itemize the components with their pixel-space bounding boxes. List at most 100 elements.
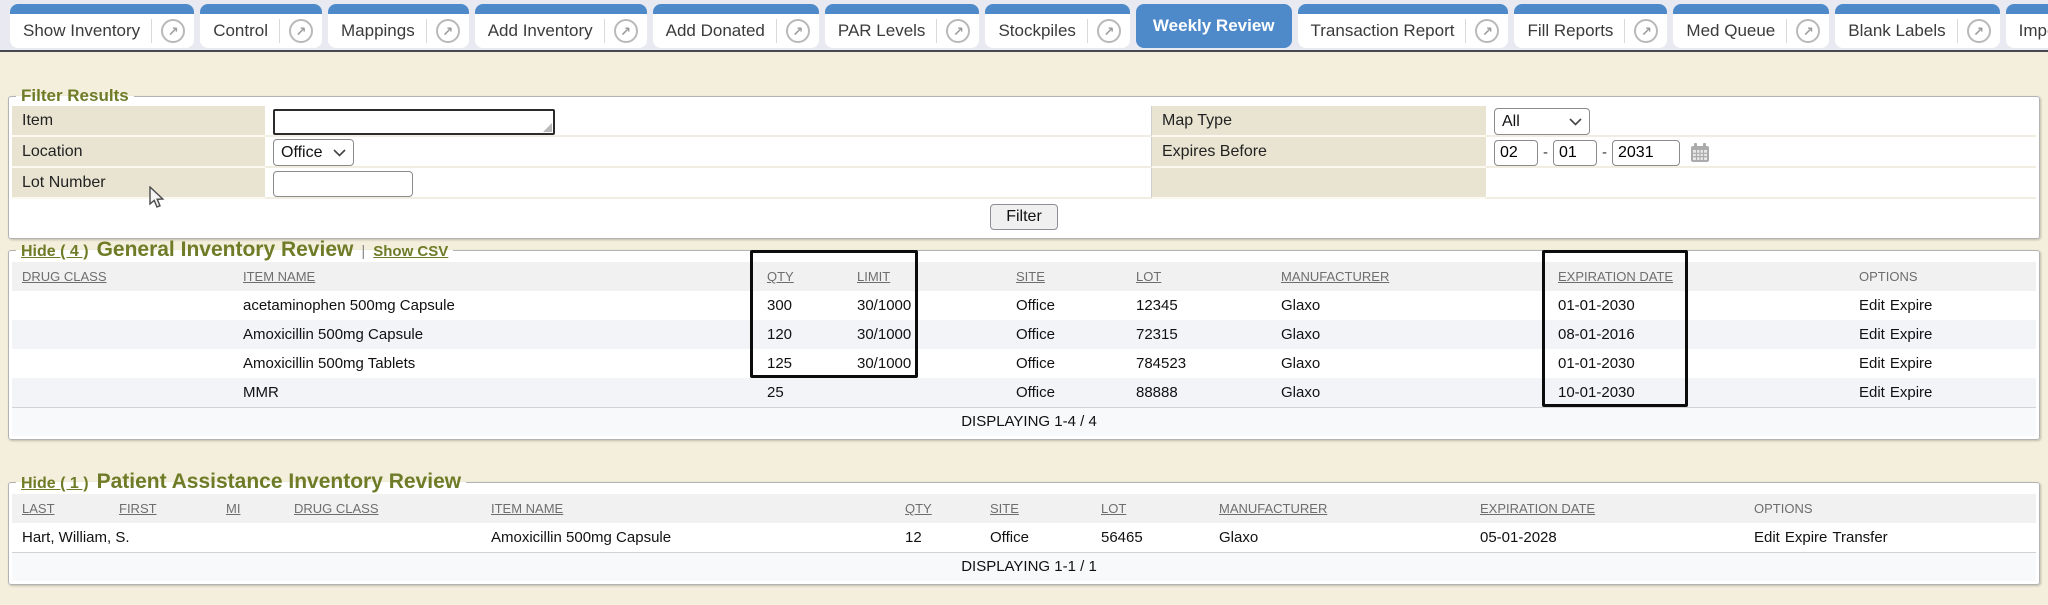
tab-stockpiles[interactable]: Stockpiles ↗ [985, 4, 1130, 48]
tab-label: Stockpiles [998, 21, 1076, 40]
tab-accent-bar [10, 4, 195, 14]
tab-show-inventory[interactable]: Show Inventory ↗ [10, 4, 195, 48]
calendar-icon[interactable] [1689, 142, 1711, 164]
sort-qty[interactable]: QTY [767, 269, 794, 284]
expire-link[interactable]: Expire [1889, 355, 1933, 372]
external-link-icon[interactable]: ↗ [435, 19, 460, 43]
tab-accent-bar [474, 4, 647, 14]
table-row: MMR 25 Office 88888 Glaxo 10-01-2030 Edi… [12, 378, 2036, 407]
empty-filter-label [1151, 168, 1486, 199]
edit-link[interactable]: Edit [1859, 326, 1885, 343]
sort-expiration-date[interactable]: EXPIRATION DATE [1480, 501, 1596, 516]
edit-link[interactable]: Edit [1859, 383, 1885, 401]
sort-qty[interactable]: QTY [905, 501, 932, 516]
tab-accent-bar [200, 4, 322, 14]
tab-accent-bar [1297, 4, 1509, 14]
expire-link[interactable]: Expire [1889, 383, 1933, 401]
tab-add-inventory[interactable]: Add Inventory ↗ [474, 4, 647, 48]
tab-divider [279, 19, 280, 43]
tab-import[interactable]: Import↗ [2005, 4, 2048, 48]
sort-last[interactable]: LAST [22, 501, 55, 516]
tab-weekly-review[interactable]: Weekly Review [1135, 4, 1292, 48]
tab-label: Fill Reports [1527, 21, 1614, 40]
expires-month-input[interactable] [1494, 139, 1538, 166]
tab-par-levels[interactable]: PAR Levels ↗ [824, 4, 980, 48]
sort-manufacturer[interactable]: MANUFACTURER [1281, 269, 1390, 284]
general-paging-status: DISPLAYING 1-4 / 4 [12, 406, 2036, 436]
tab-divider [936, 19, 938, 43]
tab-label: Add Inventory [487, 21, 593, 40]
date-separator: - [1543, 144, 1548, 161]
edit-link[interactable]: Edit [1754, 528, 1780, 546]
sort-site[interactable]: SITE [1016, 269, 1045, 284]
sort-mi[interactable]: MI [226, 501, 241, 516]
patient-hide-link[interactable]: Hide ( 1 ) [21, 475, 89, 492]
location-select[interactable]: Office [273, 139, 354, 166]
tab-divider [603, 19, 605, 43]
sort-lot[interactable]: LOT [1101, 501, 1127, 516]
sort-drug-class[interactable]: DRUG CLASS [22, 269, 107, 284]
item-label: Item [12, 106, 265, 137]
tab-fill-reports[interactable]: Fill Reports ↗ [1514, 4, 1668, 48]
expires-day-input[interactable] [1553, 139, 1597, 166]
sort-site[interactable]: SITE [990, 501, 1019, 516]
external-link-icon[interactable]: ↗ [613, 19, 638, 43]
patient-name: Hart, William, S. [12, 523, 481, 552]
tab-divider [775, 19, 777, 43]
sort-first[interactable]: FIRST [119, 501, 157, 516]
options-header: OPTIONS [1754, 501, 1813, 516]
expire-link[interactable]: Expire [1889, 297, 1933, 314]
sort-drug-class[interactable]: DRUG CLASS [294, 501, 379, 516]
external-link-icon[interactable]: ↗ [1634, 19, 1659, 43]
tab-accent-bar [985, 4, 1130, 14]
expires-year-input[interactable] [1612, 139, 1680, 166]
external-link-icon[interactable]: ↗ [785, 19, 810, 43]
edit-link[interactable]: Edit [1859, 355, 1885, 372]
external-link-icon[interactable]: ↗ [1096, 19, 1121, 43]
table-row: Amoxicillin 500mg Tablets 125 30/1000 Of… [12, 349, 2036, 378]
external-link-icon[interactable]: ↗ [1966, 19, 1991, 43]
edit-link[interactable]: Edit [1859, 297, 1885, 314]
item-input[interactable] [273, 108, 555, 135]
tab-control[interactable]: Control ↗ [200, 4, 322, 48]
tab-label: Med Queue [1686, 21, 1776, 40]
resize-grip-icon [543, 122, 552, 132]
tab-label: Blank Labels [1848, 21, 1946, 40]
map-type-selected-value: All [1502, 112, 1520, 130]
external-link-icon[interactable]: ↗ [1475, 19, 1500, 43]
sort-lot[interactable]: LOT [1136, 269, 1162, 284]
chevron-down-icon [1569, 117, 1582, 126]
external-link-icon[interactable]: ↗ [289, 19, 313, 43]
patient-header-row: LAST FIRST MI DRUG CLASS ITEM NAME QTY S… [12, 494, 2036, 523]
sort-limit[interactable]: LIMIT [857, 269, 891, 284]
filter-results-legend: Filter Results [21, 86, 129, 105]
lot-number-input[interactable] [273, 170, 413, 197]
tab-med-queue[interactable]: Med Queue ↗ [1673, 4, 1830, 48]
external-link-icon[interactable]: ↗ [946, 19, 971, 43]
sort-expiration-date[interactable]: EXPIRATION DATE [1558, 269, 1674, 284]
external-link-icon[interactable]: ↗ [1796, 19, 1821, 43]
filter-button[interactable]: Filter [990, 204, 1058, 230]
tab-transaction-report[interactable]: Transaction Report ↗ [1297, 4, 1509, 48]
show-csv-link[interactable]: Show CSV [373, 243, 449, 260]
sort-item-name[interactable]: ITEM NAME [491, 501, 564, 516]
tab-blank-labels[interactable]: Blank Labels ↗ [1835, 4, 2000, 48]
expire-link[interactable]: Expire [1889, 326, 1933, 343]
tab-divider [1086, 19, 1088, 43]
external-link-icon[interactable]: ↗ [161, 19, 186, 43]
tab-mappings[interactable]: Mappings ↗ [328, 4, 469, 48]
sort-manufacturer[interactable]: MANUFACTURER [1219, 501, 1328, 516]
map-type-select[interactable]: All [1494, 108, 1590, 135]
tab-accent-bar [824, 4, 980, 14]
transfer-link[interactable]: Transfer [1832, 528, 1888, 546]
tab-label: Transaction Report [1310, 21, 1455, 40]
sort-item-name[interactable]: ITEM NAME [243, 269, 316, 284]
table-row: Hart, William, S. Amoxicillin 500mg Caps… [12, 523, 2036, 552]
expires-before-label: Expires Before [1151, 137, 1486, 168]
general-hide-link[interactable]: Hide ( 4 ) [21, 243, 89, 260]
general-inventory-table: DRUG CLASS ITEM NAME QTY LIMIT SITE LOT … [12, 262, 2036, 436]
tab-label: Import [2018, 21, 2048, 40]
filter-table: Item Map Type All Location Office Expire… [12, 106, 2036, 235]
tab-add-donated[interactable]: Add Donated ↗ [652, 4, 819, 48]
expire-link[interactable]: Expire [1784, 528, 1828, 546]
